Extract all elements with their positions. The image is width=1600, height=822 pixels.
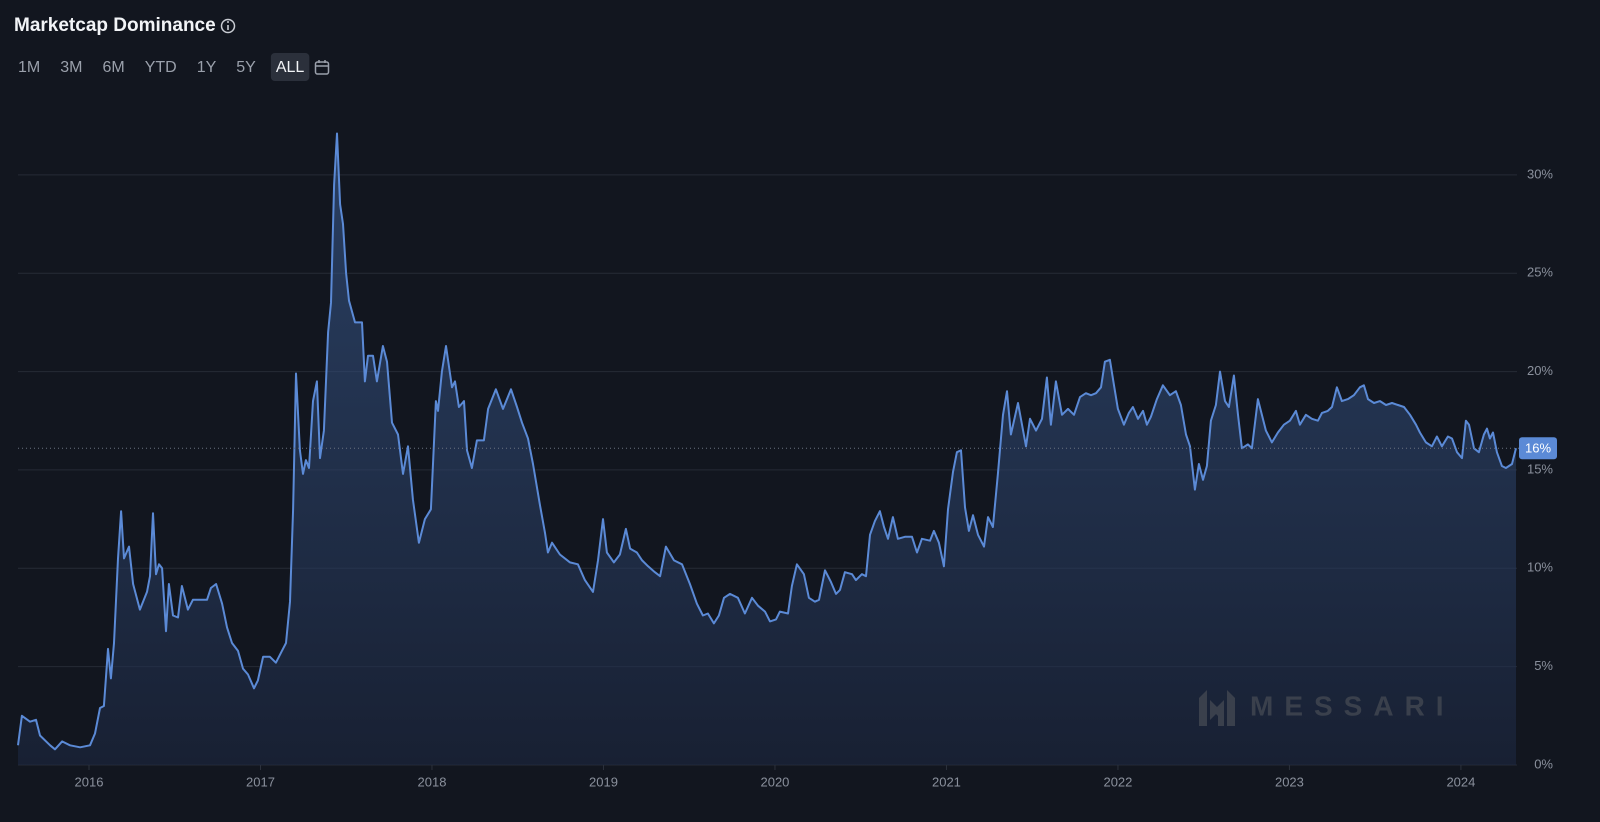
watermark-text: MESSARI <box>1250 690 1455 721</box>
range-button-label[interactable]: YTD <box>145 59 177 76</box>
y-tick-label: 25% <box>1527 265 1553 280</box>
y-tick-label: 0% <box>1534 756 1553 771</box>
y-tick-label: 15% <box>1527 461 1553 476</box>
line <box>17 132 1517 751</box>
range-button-label[interactable]: 6M <box>102 59 124 76</box>
info-icon[interactable] <box>220 18 236 34</box>
x-tick-label: 2021 <box>932 774 961 789</box>
range-button[interactable]: 1Y <box>192 53 222 81</box>
y-tick-label: 10% <box>1527 560 1553 575</box>
x-tick-label: 2017 <box>246 774 275 789</box>
range-button[interactable]: 5Y <box>231 53 261 81</box>
y-tick-label: 5% <box>1534 658 1553 673</box>
range-button-label[interactable]: 3M <box>60 59 82 76</box>
range-button[interactable]: ALL <box>270 53 310 81</box>
range-button[interactable]: YTD <box>140 53 182 81</box>
range-button-label[interactable]: 1M <box>18 59 40 76</box>
x-tick-label: 2019 <box>589 774 618 789</box>
x-tick-label: 2023 <box>1275 774 1304 789</box>
watermark <box>1199 690 1235 726</box>
x-tick-label: 2022 <box>1103 774 1132 789</box>
range-selector: 1M 3M 6M YTD 1Y 5Y ALL <box>13 53 310 81</box>
range-button-label[interactable]: 1Y <box>197 59 217 76</box>
current-value-badge <box>1519 437 1557 460</box>
overlay: 16% <box>18 437 1557 460</box>
range-button[interactable]: 1M <box>13 53 45 81</box>
x-tick-label: 2024 <box>1446 774 1475 789</box>
range-button[interactable]: 6M <box>97 53 129 81</box>
range-button[interactable]: 3M <box>55 53 87 81</box>
range-button-label[interactable]: ALL <box>276 59 305 76</box>
x-tick-label: 2020 <box>760 774 789 789</box>
range-button-label[interactable]: 5Y <box>236 59 256 76</box>
current-value-label: 16% <box>1525 441 1551 456</box>
chart-title: Marketcap Dominance <box>14 15 216 36</box>
y-tick-label: 20% <box>1527 363 1553 378</box>
x-tick-label: 2016 <box>75 774 104 789</box>
x-tick-label: 2018 <box>418 774 447 789</box>
range-button-bg[interactable] <box>270 53 310 81</box>
area <box>18 133 1516 765</box>
plot <box>17 132 1517 765</box>
y-tick-label: 30% <box>1527 166 1553 181</box>
calendar-button[interactable] <box>314 60 330 75</box>
